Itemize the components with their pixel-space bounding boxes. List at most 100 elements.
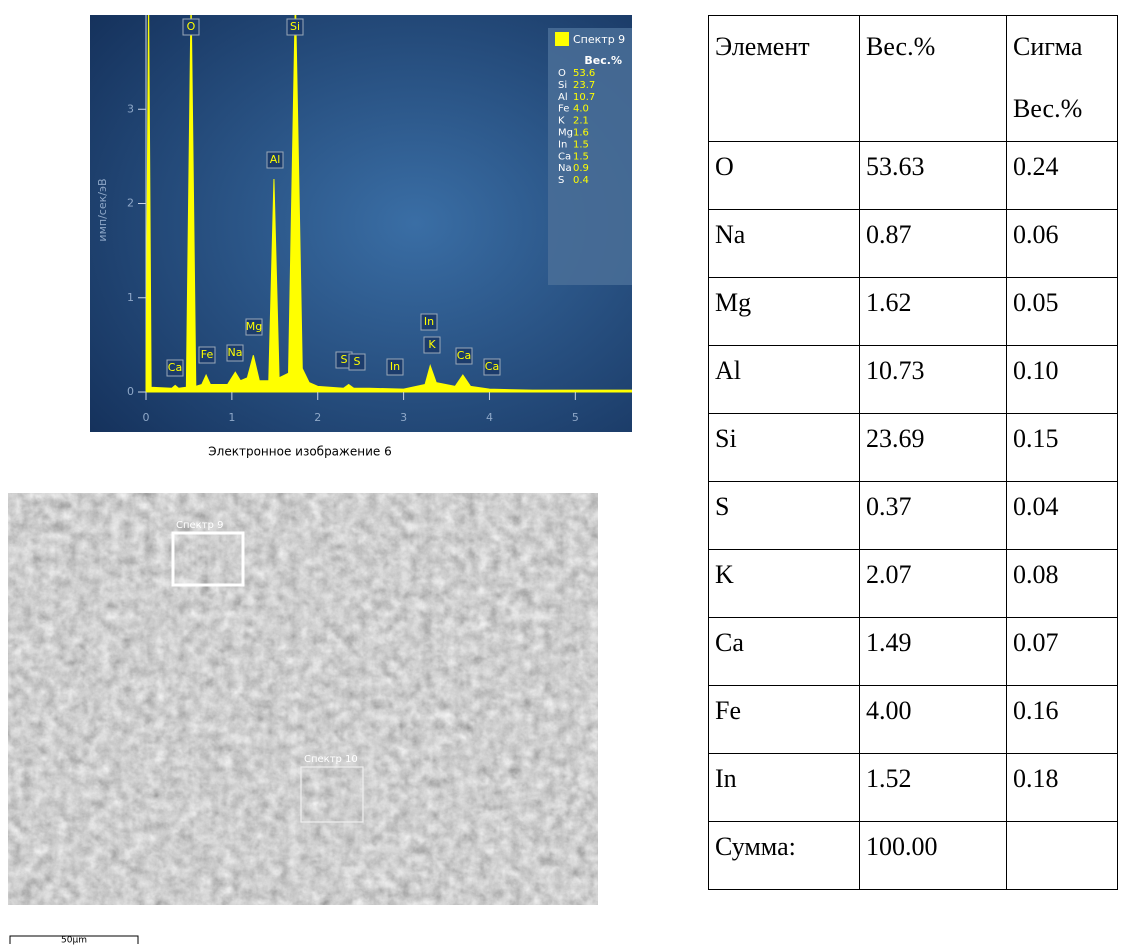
peak-label: Ca bbox=[457, 349, 471, 362]
legend-value: 23.7 bbox=[573, 80, 595, 91]
peak-label-box bbox=[348, 353, 366, 371]
table-cell: K bbox=[708, 549, 860, 618]
table-row: Ca 1.49 0.07 bbox=[708, 617, 1118, 686]
table-cell: S bbox=[708, 481, 860, 550]
legend-title: Спектр 9 bbox=[573, 33, 625, 46]
caption: Электронное изображение 6 bbox=[208, 445, 391, 459]
peak-label: In bbox=[424, 315, 434, 328]
x-tick-label: 5 bbox=[572, 411, 579, 424]
peak-label: In bbox=[390, 360, 400, 373]
table-row: In 1.52 0.18 bbox=[708, 753, 1118, 822]
peak-label-box bbox=[226, 344, 244, 362]
peak-label: Si bbox=[290, 20, 300, 33]
table-cell: 2.07 bbox=[859, 549, 1007, 618]
peak-label-box bbox=[423, 336, 441, 354]
header-cell: Элемент bbox=[708, 15, 860, 142]
legend-value: 53.6 bbox=[573, 68, 595, 79]
table-cell: 0.10 bbox=[1006, 345, 1118, 414]
legend-header: Вес.% bbox=[584, 54, 622, 67]
legend-swatch bbox=[555, 32, 569, 46]
legend-element: Ca bbox=[558, 151, 571, 162]
table-cell: Al bbox=[708, 345, 860, 414]
table-cell: 10.73 bbox=[859, 345, 1007, 414]
sem-image bbox=[8, 493, 598, 905]
table-row: Сумма: 100.00 bbox=[708, 821, 1118, 890]
header-cell: Сигма Вес.% bbox=[1006, 15, 1118, 142]
x-tick-label: 3 bbox=[400, 411, 407, 424]
peak-label-box bbox=[266, 151, 284, 169]
table-cell: Сумма: bbox=[708, 821, 860, 890]
scale-bar-label: 50µm bbox=[61, 936, 87, 946]
y-tick-label: 0 bbox=[127, 385, 134, 398]
peak-label-box bbox=[245, 318, 263, 336]
y-tick-label: 3 bbox=[127, 102, 134, 115]
legend-box bbox=[548, 28, 632, 285]
legend-element: In bbox=[558, 139, 567, 150]
table-cell: Mg bbox=[708, 277, 860, 346]
legend: Спектр 9 Вес.% O 53.6 Si 23.7 Al 10.7 Fe 4.0 K 2.… bbox=[548, 28, 632, 285]
table-cell: Si bbox=[708, 413, 860, 482]
scale-bar bbox=[9, 935, 139, 944]
peak-label-box bbox=[182, 18, 200, 36]
table-row: Na 0.87 0.06 bbox=[708, 209, 1118, 278]
peak-label: K bbox=[428, 338, 436, 351]
peak-label-box bbox=[420, 313, 438, 331]
legend-element: S bbox=[558, 175, 564, 186]
peak-label: Na bbox=[228, 346, 243, 359]
header-cell: Вес.% bbox=[859, 15, 1007, 142]
table-row: Mg 1.62 0.05 bbox=[708, 277, 1118, 346]
table-cell: 0.08 bbox=[1006, 549, 1118, 618]
table-cell: 0.04 bbox=[1006, 481, 1118, 550]
table-cell: 23.69 bbox=[859, 413, 1007, 482]
peak-label-box bbox=[483, 358, 501, 376]
peak-label-box bbox=[198, 346, 216, 364]
legend-element: Fe bbox=[558, 104, 569, 115]
y-tick-label: 2 bbox=[127, 197, 134, 210]
legend-element: Na bbox=[558, 163, 572, 174]
peak-label: Al bbox=[270, 153, 281, 166]
legend-value: 4.0 bbox=[573, 104, 589, 115]
table-cell: 53.63 bbox=[859, 141, 1007, 210]
table-row: Si 23.69 0.15 bbox=[708, 413, 1118, 482]
table-cell: 0.24 bbox=[1006, 141, 1118, 210]
y-tick-label: 1 bbox=[127, 291, 134, 304]
table-cell: 0.07 bbox=[1006, 617, 1118, 686]
table-cell: 0.05 bbox=[1006, 277, 1118, 346]
table-row: Fe 4.00 0.16 bbox=[708, 685, 1118, 754]
region-label: Спектр 10 bbox=[304, 754, 358, 765]
table-cell: 1.49 bbox=[859, 617, 1007, 686]
legend-element: Mg bbox=[558, 128, 573, 139]
table-cell: In bbox=[708, 753, 860, 822]
header-row: Элемент Вес.% Сигма Вес.% bbox=[708, 15, 1118, 142]
legend-value: 1.6 bbox=[573, 128, 589, 139]
figure: имп/сек/эВ Спектр 9 Вес.% O 53.6 Si 23.7 Al 1… bbox=[8, 15, 632, 946]
table-cell: 0.18 bbox=[1006, 753, 1118, 822]
table-cell: 0.06 bbox=[1006, 209, 1118, 278]
peak-label: Ca bbox=[168, 361, 182, 374]
x-tick-label: 1 bbox=[228, 411, 235, 424]
peak-label: Ca bbox=[485, 360, 499, 373]
table-cell: Ca bbox=[708, 617, 860, 686]
legend-element: K bbox=[558, 116, 565, 127]
x-tick-label: 0 bbox=[143, 411, 150, 424]
legend-element: O bbox=[558, 68, 566, 79]
table-cell: 1.52 bbox=[859, 753, 1007, 822]
table-row: O 53.63 0.24 bbox=[708, 141, 1118, 210]
table-cell: 1.62 bbox=[859, 277, 1007, 346]
peak-label-box bbox=[455, 347, 473, 365]
legend-value: 2.1 bbox=[573, 116, 589, 127]
peak-label-box bbox=[386, 358, 404, 376]
table-cell: 0.87 bbox=[859, 209, 1007, 278]
peak-label: S bbox=[354, 355, 361, 368]
table-row: K 2.07 0.08 bbox=[708, 549, 1118, 618]
table-cell: 0.16 bbox=[1006, 685, 1118, 754]
y-axis-label: имп/сек/эВ bbox=[96, 178, 109, 241]
legend-value: 0.9 bbox=[573, 163, 589, 174]
peak-label: O bbox=[187, 20, 196, 33]
table-cell: Na bbox=[708, 209, 860, 278]
x-tick-label: 2 bbox=[314, 411, 321, 424]
table-cell: O bbox=[708, 141, 860, 210]
table-row: S 0.37 0.04 bbox=[708, 481, 1118, 550]
legend-value: 0.4 bbox=[573, 175, 589, 186]
spectrum-area bbox=[145, 15, 632, 393]
